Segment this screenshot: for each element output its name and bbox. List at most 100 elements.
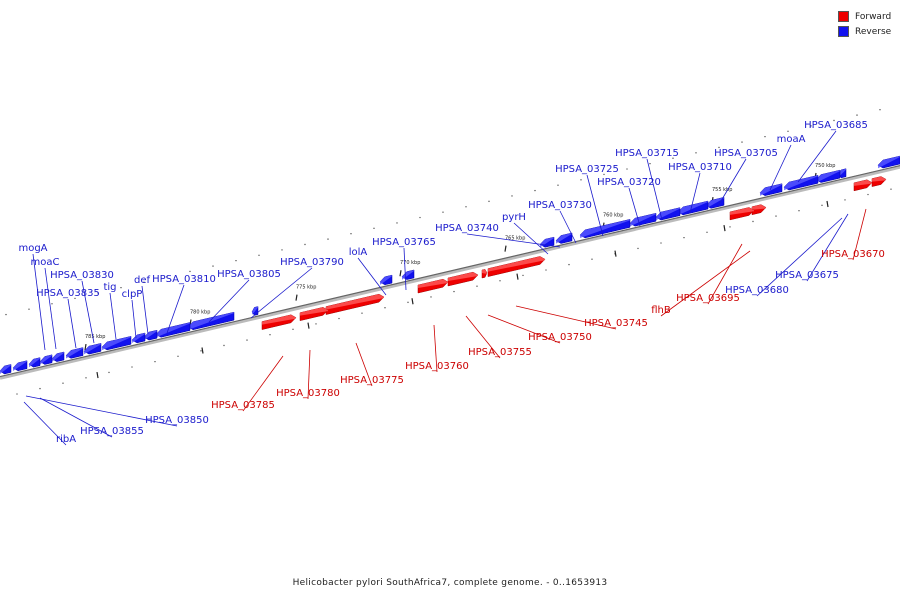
tick-dot xyxy=(338,317,340,320)
reverse-gene[interactable] xyxy=(783,174,819,191)
gene-label-moac[interactable]: moaC xyxy=(31,257,60,268)
gene-label-hpsa-03830[interactable]: HPSA_03830 xyxy=(50,270,114,281)
gene-label-hpsa-03720[interactable]: HPSA_03720 xyxy=(597,177,661,188)
leader-line xyxy=(513,222,549,255)
reverse-gene[interactable] xyxy=(251,306,259,316)
leader-line xyxy=(797,130,837,183)
gene-label-hpsa-03755[interactable]: HPSA_03755 xyxy=(468,347,532,358)
gene-label-flhb[interactable]: flhB xyxy=(651,305,671,316)
legend-forward-label: Forward xyxy=(855,11,892,22)
gene-label-hpsa-03705[interactable]: HPSA_03705 xyxy=(714,148,778,159)
reverse-gene[interactable] xyxy=(12,360,28,372)
reverse-gene[interactable] xyxy=(655,207,681,221)
forward-gene[interactable] xyxy=(487,256,546,277)
forward-gene[interactable] xyxy=(325,293,385,315)
reverse-gene[interactable] xyxy=(51,351,65,362)
forward-gene[interactable] xyxy=(299,307,329,321)
tick-dot xyxy=(557,184,559,186)
gene-label-moaa[interactable]: moaA xyxy=(777,134,806,145)
tick-dot xyxy=(373,227,375,230)
reverse-gene[interactable] xyxy=(877,155,900,169)
gene-label-hpsa-03695[interactable]: HPSA_03695 xyxy=(676,293,740,304)
tick-dot xyxy=(729,226,731,228)
gene-label-hpsa-03850[interactable]: HPSA_03850 xyxy=(145,415,209,426)
gene-label-tig[interactable]: tig xyxy=(103,282,116,293)
tick-dot xyxy=(453,290,455,293)
tick-dot xyxy=(856,114,858,116)
forward-gene[interactable] xyxy=(447,271,479,287)
gene-label-hpsa-03740[interactable]: HPSA_03740 xyxy=(435,223,499,234)
gene-label-hpsa-03760[interactable]: HPSA_03760 xyxy=(405,361,469,372)
gene-label-hpsa-03725[interactable]: HPSA_03725 xyxy=(555,164,619,175)
forward-gene[interactable] xyxy=(481,269,488,279)
reverse-gene[interactable] xyxy=(83,343,102,355)
reverse-gene[interactable] xyxy=(65,347,84,359)
forward-gene[interactable] xyxy=(871,176,887,187)
forward-gene[interactable] xyxy=(751,204,767,216)
tick-label: 765 kbp xyxy=(505,236,525,242)
gene-label-hpsa-03775[interactable]: HPSA_03775 xyxy=(340,375,404,386)
gene-label-hpsa-03710[interactable]: HPSA_03710 xyxy=(668,162,732,173)
major-tick xyxy=(295,294,298,301)
reverse-gene[interactable] xyxy=(705,196,725,209)
tick-dot xyxy=(292,328,294,331)
gene-label-lola[interactable]: lolA xyxy=(349,247,368,258)
gene-label-riba[interactable]: ribA xyxy=(56,434,76,445)
leader-line xyxy=(250,267,313,319)
forward-gene[interactable] xyxy=(417,278,449,294)
major-tick xyxy=(614,250,617,257)
leader-line xyxy=(32,253,46,351)
gene-label-hpsa-03805[interactable]: HPSA_03805 xyxy=(217,269,281,280)
gene-label-hpsa-03785[interactable]: HPSA_03785 xyxy=(211,400,275,411)
reverse-gene[interactable] xyxy=(401,269,415,280)
leader-line xyxy=(586,174,604,237)
gene-label-hpsa-03810[interactable]: HPSA_03810 xyxy=(152,274,216,285)
gene-label-def[interactable]: def xyxy=(134,275,151,286)
gene-label-hpsa-03835[interactable]: HPSA_03835 xyxy=(36,288,100,299)
gene-label-hpsa-03765[interactable]: HPSA_03765 xyxy=(372,237,436,248)
reverse-gene[interactable] xyxy=(187,311,235,331)
gene-label-hpsa-03790[interactable]: HPSA_03790 xyxy=(280,257,344,268)
gene-label-hpsa-03745[interactable]: HPSA_03745 xyxy=(584,318,648,329)
gene-label-hpsa-03780[interactable]: HPSA_03780 xyxy=(276,388,340,399)
gene-label-hpsa-03855[interactable]: HPSA_03855 xyxy=(80,426,144,437)
leader-line xyxy=(355,342,373,387)
tick-dot xyxy=(269,334,271,336)
reverse-gene[interactable] xyxy=(579,219,631,239)
forward-gene[interactable] xyxy=(261,314,297,330)
reverse-gene[interactable] xyxy=(555,232,573,244)
gene-label-hpsa-03730[interactable]: HPSA_03730 xyxy=(528,200,592,211)
reverse-gene[interactable] xyxy=(677,200,709,216)
gene-label-clpp[interactable]: clpP xyxy=(122,289,143,300)
reverse-gene[interactable] xyxy=(629,212,657,227)
gene-label-hpsa-03685[interactable]: HPSA_03685 xyxy=(804,120,868,131)
reverse-gene[interactable] xyxy=(155,322,191,338)
reverse-gene[interactable] xyxy=(815,169,841,183)
legend-forward[interactable]: Forward xyxy=(838,9,891,24)
tick-dot xyxy=(223,344,225,347)
reverse-gene[interactable] xyxy=(143,329,158,341)
gene-label-hpsa-03675[interactable]: HPSA_03675 xyxy=(775,270,839,281)
gene-label-pyrh[interactable]: pyrH xyxy=(502,212,526,223)
gene-label-hpsa-03715[interactable]: HPSA_03715 xyxy=(615,148,679,159)
gene-label-hpsa-03750[interactable]: HPSA_03750 xyxy=(528,332,592,343)
gene-label-moga[interactable]: mogA xyxy=(18,243,47,254)
reverse-gene[interactable] xyxy=(28,357,41,368)
reverse-gene[interactable] xyxy=(759,183,783,196)
leader-line xyxy=(646,158,663,221)
reverse-gene[interactable] xyxy=(0,364,12,375)
reverse-gene[interactable] xyxy=(379,274,393,286)
tick-dot xyxy=(212,265,214,267)
forward-gene[interactable] xyxy=(853,179,873,192)
gene-label-hpsa-03680[interactable]: HPSA_03680 xyxy=(725,285,789,296)
reverse-gene[interactable] xyxy=(39,354,53,365)
gene-label-hpsa-03670[interactable]: HPSA_03670 xyxy=(821,249,885,260)
reverse-gene[interactable] xyxy=(101,335,132,351)
legend-reverse[interactable]: Reverse xyxy=(838,24,891,39)
tick-dot xyxy=(810,125,812,127)
tick-dot xyxy=(764,135,766,138)
tick-dot xyxy=(85,377,87,379)
reverse-gene[interactable] xyxy=(131,332,146,344)
forward-gene[interactable] xyxy=(729,207,755,221)
